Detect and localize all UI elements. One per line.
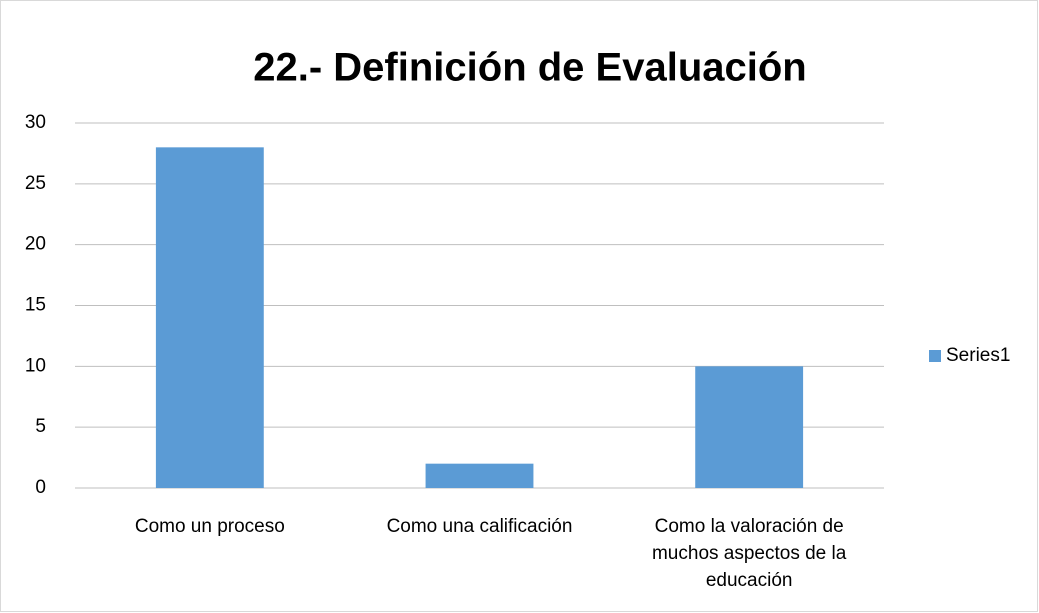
legend-swatch xyxy=(929,350,941,362)
bar xyxy=(425,463,534,488)
x-tick-label: Como un proceso xyxy=(134,516,285,537)
legend-label: Series1 xyxy=(946,345,1010,366)
chart-title: 22.- Definición de Evaluación xyxy=(253,46,806,90)
x-tick-label: Como la valoración de muchos aspectos de… xyxy=(651,516,847,591)
x-tick-label: Como una calificación xyxy=(386,516,573,537)
y-tick-label: 25 xyxy=(25,173,46,194)
bar xyxy=(155,147,264,489)
y-tick-label: 15 xyxy=(25,295,46,316)
y-tick-label: 10 xyxy=(25,355,46,376)
bar xyxy=(695,366,804,488)
y-tick-label: 30 xyxy=(25,112,46,133)
y-tick-label: 0 xyxy=(35,477,46,498)
y-tick-label: 20 xyxy=(25,234,46,255)
y-tick-label: 5 xyxy=(35,416,46,437)
